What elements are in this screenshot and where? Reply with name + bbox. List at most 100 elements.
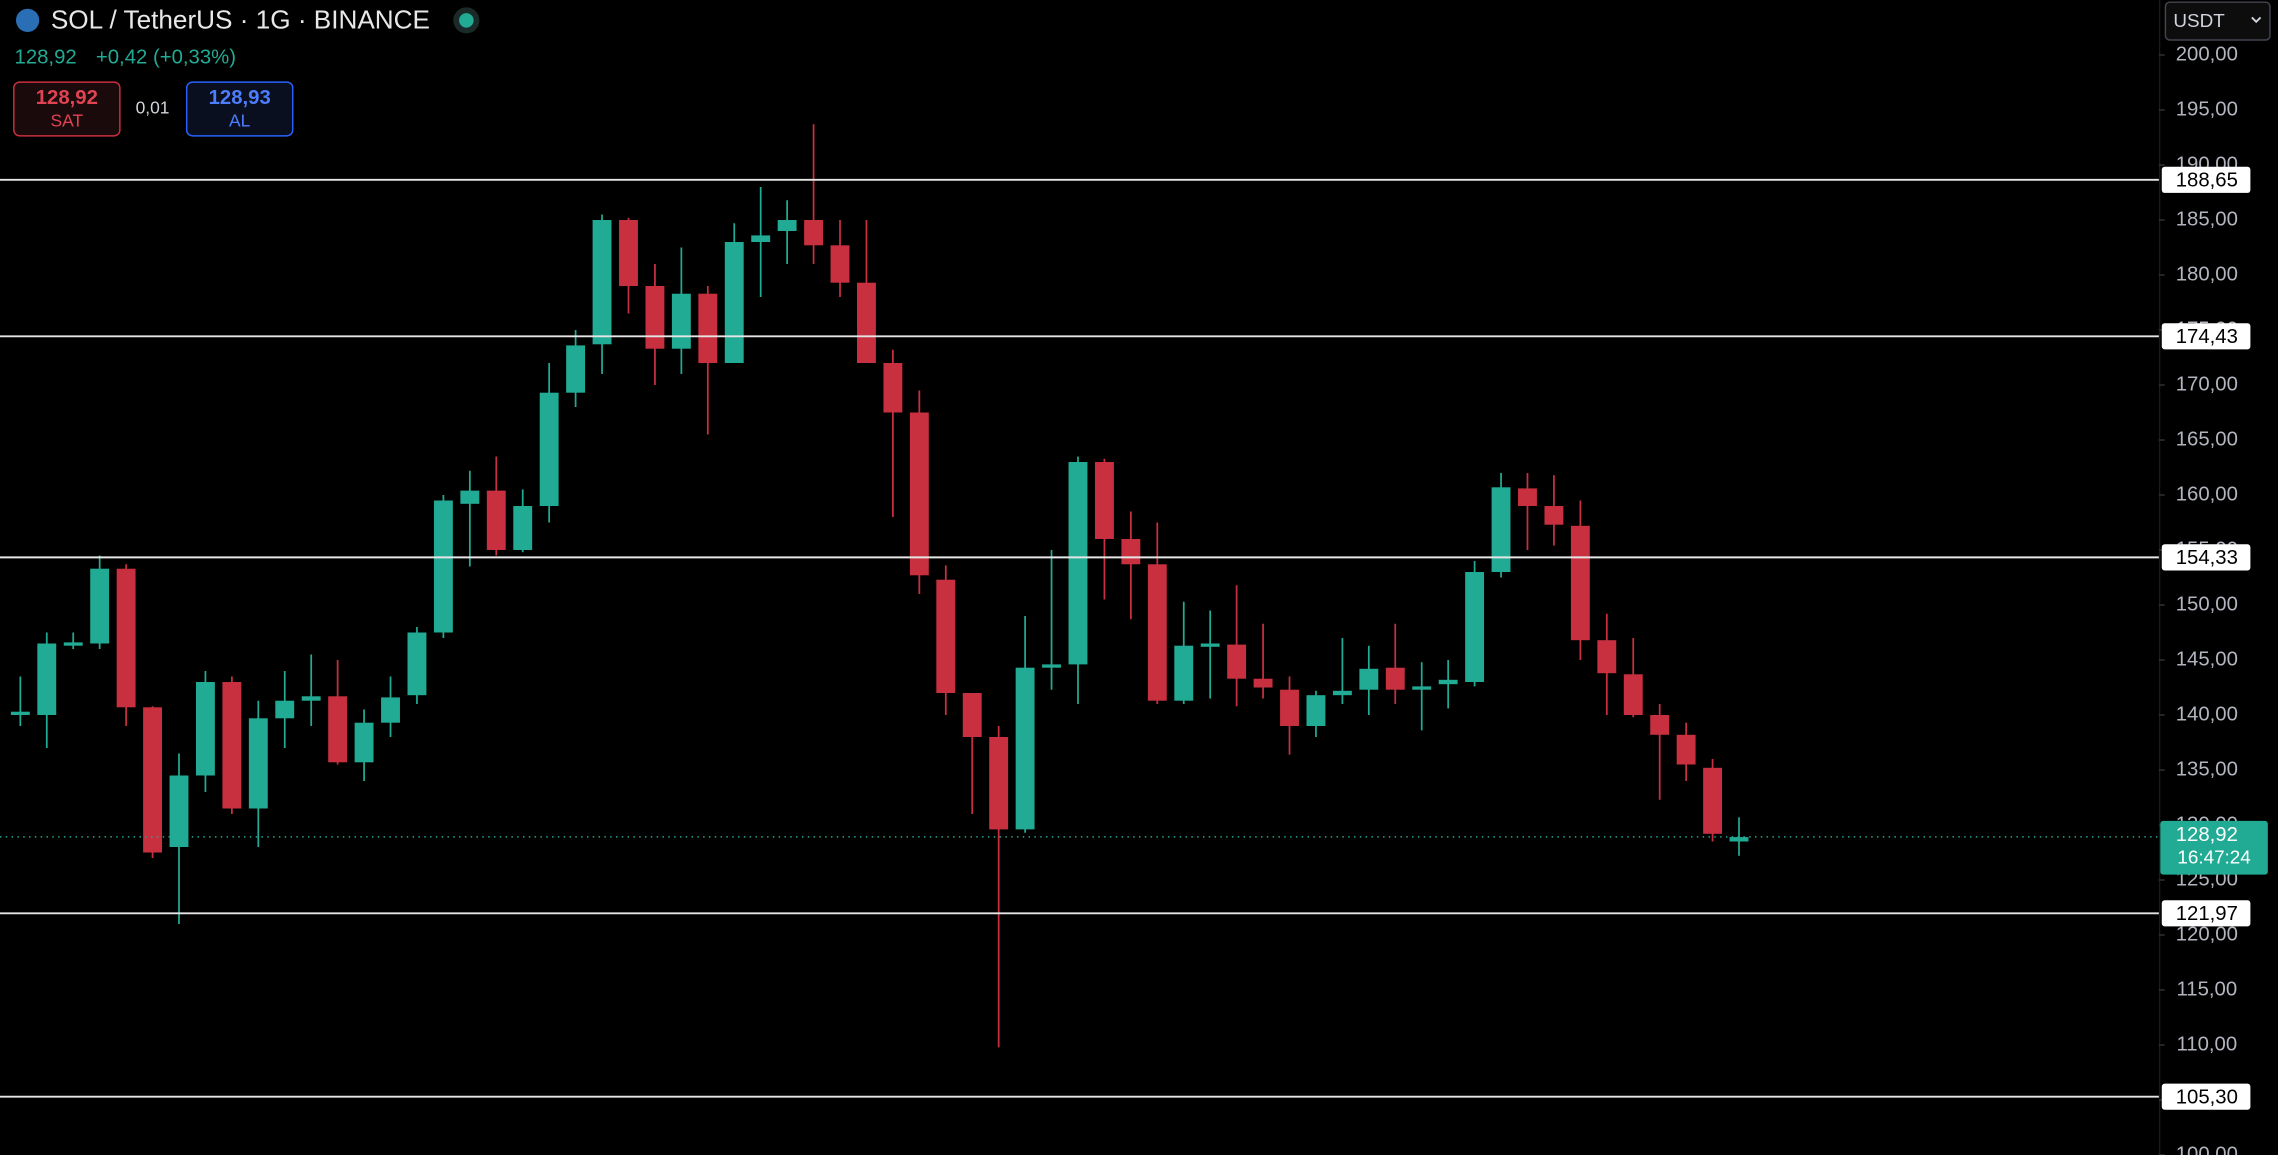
candle-body (566, 345, 586, 393)
overlay: SOL / TetherUS · 1G · BINANCE 128,92 +0,… (13, 1, 2271, 137)
last-price: 128,92 (15, 46, 77, 68)
currency-label: USDT (2173, 11, 2225, 32)
candle-body (1597, 640, 1617, 674)
candle-body (1518, 488, 1537, 507)
candle-body (1253, 678, 1273, 688)
candle-body (989, 736, 1009, 830)
y-tick-label: 165,00 (2176, 428, 2238, 450)
price-label: 128,92 (2176, 824, 2238, 846)
candle-body (619, 220, 638, 287)
candle-body (804, 220, 824, 246)
candle-body (433, 500, 453, 633)
candle-body (1385, 667, 1405, 690)
candle-body (222, 681, 242, 809)
level-label: 105,30 (2176, 1087, 2238, 1109)
y-tick-label: 170,00 (2176, 373, 2238, 395)
candle-body (592, 220, 612, 345)
level-label: 188,65 (2176, 170, 2238, 192)
currency-chevron (2251, 16, 2262, 24)
candle-body (195, 681, 215, 776)
level-label: 174,43 (2176, 326, 2238, 348)
y-tick-label: 180,00 (2176, 263, 2238, 285)
buy-price: 128,93 (209, 87, 271, 109)
level-label-box (2161, 323, 2251, 350)
candle-body (1094, 462, 1114, 540)
candle-body (1412, 686, 1432, 690)
y-tick-label: 185,00 (2176, 208, 2238, 230)
candle-body (143, 707, 162, 853)
candle-body (1623, 674, 1643, 715)
sell-label: SAT (51, 111, 84, 131)
level-label-box (2161, 544, 2251, 571)
y-tick-label: 135,00 (2176, 758, 2238, 780)
symbol-logo (15, 8, 40, 32)
candle-body (830, 245, 850, 283)
y-tick-label: 100,00 (2176, 1143, 2238, 1155)
candle-body (513, 506, 533, 551)
candle-body (751, 235, 771, 243)
candle-body (10, 711, 30, 715)
candle-body (1147, 564, 1167, 701)
candle-body (328, 696, 348, 763)
candle-body (962, 692, 982, 737)
candle-body (116, 568, 136, 708)
candle-body (248, 718, 268, 809)
candle-body (1676, 734, 1696, 765)
candle-body (1200, 643, 1220, 647)
candle-body (1015, 667, 1035, 830)
candle-body (1465, 572, 1485, 682)
buy-button[interactable] (185, 81, 294, 137)
level-label-box (2161, 1083, 2251, 1110)
candle-body (1042, 664, 1061, 668)
candle-body (169, 775, 189, 847)
y-tick-label: 160,00 (2176, 483, 2238, 505)
y-tick-label: 145,00 (2176, 648, 2238, 670)
candle-body (1491, 487, 1511, 573)
candle-body (671, 293, 691, 349)
candle-body (1729, 837, 1749, 842)
candle-body (460, 490, 480, 504)
y-tick-label: 110,00 (2176, 1033, 2237, 1055)
candle-body (1703, 767, 1723, 834)
candle-body (777, 220, 797, 232)
y-tick-label: 150,00 (2176, 593, 2238, 615)
candle-body (909, 412, 929, 576)
candle-body (301, 696, 321, 701)
candle-body (857, 282, 876, 364)
candle-body (1438, 679, 1458, 685)
y-tick-label: 195,00 (2176, 98, 2238, 120)
candle-body (1650, 714, 1670, 735)
candle-body (486, 490, 506, 551)
candle-body (63, 642, 83, 646)
sell-button[interactable] (13, 81, 121, 137)
candle-body (1570, 525, 1590, 641)
y-tick-label: 200,00 (2176, 43, 2238, 65)
level-label: 154,33 (2176, 547, 2238, 569)
currency-button[interactable] (2164, 1, 2271, 41)
price-label-box (2160, 820, 2268, 875)
candle-body (645, 286, 665, 349)
candle-body (354, 722, 374, 763)
sell-price: 128,92 (36, 87, 98, 109)
chart-title: SOL / TetherUS · 1G · BINANCE (51, 5, 430, 35)
candle-body (381, 697, 400, 723)
candle-body (90, 568, 110, 644)
candle-body (1174, 645, 1194, 701)
candle-body (1306, 695, 1326, 726)
candle-body (698, 293, 718, 364)
level-label-box (2161, 900, 2251, 927)
status-dot (459, 13, 474, 28)
level-label: 121,97 (2176, 903, 2238, 925)
y-tick-label: 120,00 (2176, 923, 2238, 945)
candle-body (1332, 690, 1352, 696)
candle-body (936, 579, 956, 693)
candle-body (539, 392, 559, 507)
y-tick-label: 115,00 (2176, 978, 2237, 1000)
candle-body (275, 700, 295, 719)
candle-body (407, 632, 427, 696)
candle-body (37, 643, 57, 715)
spread: 0,01 (136, 98, 170, 118)
y-tick-label: 140,00 (2176, 703, 2238, 725)
